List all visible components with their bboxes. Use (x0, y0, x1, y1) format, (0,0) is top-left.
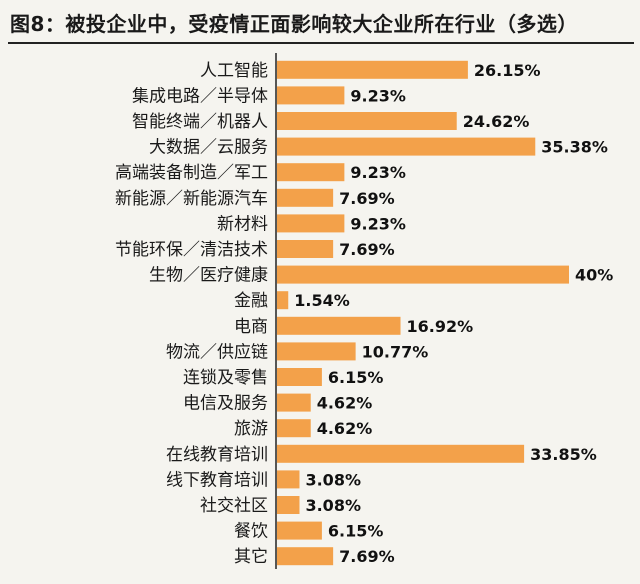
bar (277, 496, 300, 514)
category-label: 人工智能 (200, 61, 268, 81)
category-label: 线下教育培训 (166, 470, 268, 490)
bar (277, 137, 536, 156)
bar (277, 547, 334, 566)
value-label: 40% (575, 266, 613, 285)
category-label: 餐饮 (234, 522, 268, 542)
category-label: 集成电路／半导体 (132, 86, 268, 106)
value-label: 9.23% (350, 214, 406, 233)
category-label: 新能源／新能源汽车 (115, 189, 268, 209)
category-label: 节能环保／清洁技术 (115, 240, 268, 260)
bar (277, 112, 457, 130)
bar (277, 444, 525, 463)
value-label: 9.23% (350, 163, 406, 182)
value-label: 26.15% (474, 61, 541, 80)
category-label: 电信及服务 (183, 394, 268, 414)
bar (277, 393, 311, 412)
category-label: 新材料 (217, 214, 268, 234)
bar (277, 214, 345, 233)
category-label: 物流／供应链 (166, 342, 268, 362)
category-label: 在线教育培训 (166, 445, 268, 465)
value-label: 4.62% (317, 394, 373, 413)
value-label: 3.08% (305, 470, 361, 489)
category-label: 其它 (234, 547, 268, 567)
category-label: 旅游 (234, 419, 268, 439)
category-label: 金融 (234, 291, 268, 311)
value-label: 16.92% (407, 317, 474, 336)
chart-title: 图8：被投企业中，受疫情正面影响较大企业所在行业（多选） (10, 12, 578, 36)
value-label: 35.38% (541, 138, 608, 157)
bar (277, 86, 345, 105)
value-label: 4.62% (317, 419, 373, 438)
title-divider (8, 42, 634, 44)
value-label: 3.08% (305, 496, 361, 515)
category-label: 社交社区 (200, 496, 268, 516)
value-label: 6.15% (328, 522, 384, 541)
value-label: 9.23% (350, 86, 406, 105)
category-label: 高端装备制造／军工 (115, 163, 268, 183)
bar (277, 188, 334, 207)
bar-chart: 人工智能 26.15% 集成电路／半导体 9.23% 智能终端／机器人 24.62% 大数据… (115, 53, 613, 569)
bar (277, 342, 356, 361)
bar (277, 419, 311, 438)
bar (277, 60, 468, 79)
category-label: 大数据／云服务 (149, 138, 268, 158)
bar (277, 470, 300, 489)
bar (277, 291, 289, 310)
bar (277, 368, 322, 386)
value-label: 10.77% (362, 342, 429, 361)
value-label: 7.69% (339, 240, 395, 259)
bar (277, 240, 334, 258)
category-label: 连锁及零售 (183, 368, 268, 388)
bar (277, 265, 569, 284)
category-label: 智能终端／机器人 (132, 112, 268, 132)
value-label: 7.69% (339, 189, 395, 208)
category-label: 生物／医疗健康 (149, 266, 268, 286)
value-label: 6.15% (328, 368, 384, 387)
bar (277, 316, 401, 335)
value-label: 33.85% (530, 445, 597, 464)
value-label: 24.62% (463, 112, 530, 131)
value-label: 1.54% (294, 291, 350, 310)
bar (277, 521, 322, 540)
value-label: 7.69% (339, 547, 395, 566)
bar (277, 163, 345, 182)
category-label: 电商 (234, 317, 268, 337)
